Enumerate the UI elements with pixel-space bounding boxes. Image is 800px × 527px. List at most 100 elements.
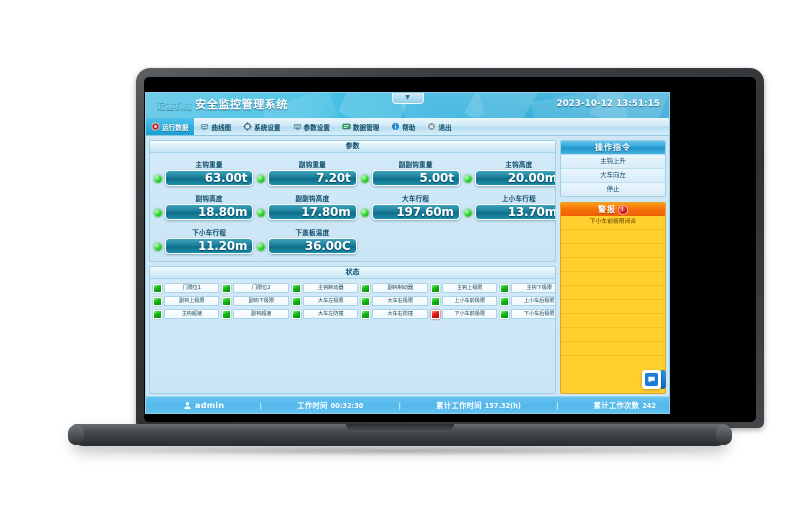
alarm-list-item[interactable] (561, 300, 665, 314)
parameter-label: 下小车行程 (192, 229, 227, 237)
parameter-cell: 主钩高度 20.00m (463, 159, 555, 186)
status-cell: 上小车后极限 (500, 296, 555, 306)
statusbar-user: admin (145, 401, 224, 410)
alarm-list-item[interactable] (561, 328, 665, 342)
app-title: 起重机械 安全监控管理系统 (157, 96, 288, 112)
status-cell: 上小车前极限 (430, 296, 498, 306)
parameter-value: 18.80m (165, 204, 254, 220)
menu-item-run-data[interactable]: 运行数据 (145, 118, 195, 135)
parameter-value: 197.60m (371, 204, 460, 220)
user-icon (184, 402, 191, 410)
status-row: 门限位1 门限位2 主钩制动器 (153, 283, 555, 293)
status-grid: 门限位1 门限位2 主钩制动器 (150, 279, 555, 323)
chat-button[interactable] (642, 370, 661, 389)
status-label: 门限位1 (164, 283, 220, 293)
parameter-cell: 主钩重量 63.00t (154, 159, 254, 186)
alarm-list-item[interactable] (561, 244, 665, 258)
status-indicator-icon-alarm (430, 309, 440, 319)
status-cell: 副钩超速 (222, 309, 289, 319)
alarm-list-item[interactable]: 下小车前极限闭合 (561, 216, 665, 230)
status-led-icon (463, 175, 472, 183)
parameter-value: 11.20m (165, 238, 254, 254)
status-led-icon (154, 209, 162, 217)
command-item-trolley-left[interactable]: 大车向左 (561, 168, 665, 182)
parameter-value: 13.70m (474, 204, 555, 220)
status-led-icon (463, 209, 472, 217)
parameter-label: 上小车行程 (501, 195, 536, 203)
laptop-base (68, 424, 732, 446)
status-led-icon (360, 175, 369, 183)
status-label: 副钩上极限 (164, 296, 220, 306)
statusbar-work-time: 工作时间 00:32:30 (297, 400, 363, 411)
menu-item-exit[interactable]: 退出 (421, 118, 457, 135)
menu-item-help[interactable]: 帮助 (385, 118, 421, 135)
alarm-panel-title: 警报 ! (561, 203, 665, 216)
parameter-label: 大车行程 (402, 195, 430, 203)
status-indicator-icon (430, 296, 440, 306)
parameter-value: 17.80m (268, 204, 357, 220)
status-cell: 主钩下极限 (500, 283, 555, 293)
status-label: 上小车前极限 (441, 296, 498, 306)
command-item-main-hook-up[interactable]: 主钩上升 (561, 154, 665, 168)
statusbar-work-time-value: 00:32:30 (330, 401, 364, 410)
status-panel-title: 状态 (150, 267, 555, 279)
parameter-label: 副副钩高度 (295, 195, 330, 203)
status-indicator-icon (222, 283, 232, 293)
status-indicator-icon (291, 283, 301, 293)
statusbar-total-count-value: 242 (642, 401, 656, 410)
parameter-row: 主钩重量 63.00t 副钩重量 7.20t (154, 159, 555, 186)
parameters-panel-title: 参数 (150, 141, 555, 153)
alarm-list-item[interactable] (561, 314, 665, 328)
status-led-icon (360, 209, 369, 217)
statusbar-total-time: 累计工作时间 157.32(h) (436, 400, 521, 411)
parameter-value: 20.00m (474, 170, 555, 186)
status-cell-alarm: 下小车前极限 (430, 309, 498, 319)
status-cell: 门限位1 (153, 283, 220, 293)
status-label: 主钩制动器 (302, 283, 359, 293)
statusbar-username: admin (195, 401, 225, 410)
menu-item-label: 数据管理 (352, 123, 380, 132)
status-indicator-icon (500, 283, 510, 293)
chevron-down-icon: ▼ (405, 93, 410, 101)
laptop-shadow (92, 446, 708, 456)
parameter-row: 副钩高度 18.80m 副副钩高度 17.80m (154, 193, 555, 220)
status-label: 上小车后极限 (511, 296, 555, 306)
menu-item-label: 运行数据 (162, 123, 189, 132)
alarm-list-item[interactable] (561, 258, 665, 272)
status-indicator-icon (222, 296, 232, 306)
status-panel: 状态 门限位1 门限位2 (149, 266, 556, 394)
chat-icon (645, 373, 658, 386)
alarm-panel-title-label: 警报 (598, 205, 616, 214)
parameter-value: 63.00t (165, 170, 254, 186)
parameter-value: 5.00t (371, 170, 460, 186)
alarm-list-item[interactable] (561, 286, 665, 300)
status-label: 主钩下极限 (511, 283, 555, 293)
status-indicator-icon (291, 296, 301, 306)
status-label: 主钩上极限 (441, 283, 498, 293)
statusbar-total-count-label: 累计工作次数 (593, 401, 640, 410)
status-row: 副钩上极限 副钩下极限 大车左极限 (153, 296, 555, 306)
parameter-label: 主钩高度 (505, 161, 533, 169)
status-indicator-icon (361, 283, 371, 293)
menu-item-parameter-settings[interactable]: 参数设置 (287, 118, 336, 135)
collapse-header-button[interactable]: ▼ (391, 92, 424, 104)
status-label: 下小车前极限 (441, 309, 498, 319)
menu-item-data-management[interactable]: 数据管理 (336, 118, 385, 135)
header-decoration (464, 92, 540, 118)
status-indicator-icon (361, 309, 371, 319)
menu-item-curve-chart[interactable]: 曲线图 (194, 118, 237, 135)
main-menubar: 运行数据 曲线图 (145, 118, 670, 136)
alarm-list-item[interactable] (561, 342, 665, 356)
parameter-cell: 副钩高度 18.80m (154, 193, 254, 220)
laptop-base-left-edge (68, 425, 84, 445)
alarm-list-item[interactable] (561, 272, 665, 286)
alarm-list-item[interactable] (561, 230, 665, 244)
laptop-base-right-edge (716, 425, 732, 445)
chat-side-tab[interactable] (661, 370, 666, 389)
parameter-cell: 下小车行程 11.20m (154, 227, 254, 254)
menu-item-system-settings[interactable]: 系统设置 (237, 118, 286, 135)
status-cell: 主钩上极限 (430, 283, 498, 293)
command-item-stop[interactable]: 停止 (561, 182, 665, 196)
parameter-label: 下盖板温度 (295, 229, 330, 237)
